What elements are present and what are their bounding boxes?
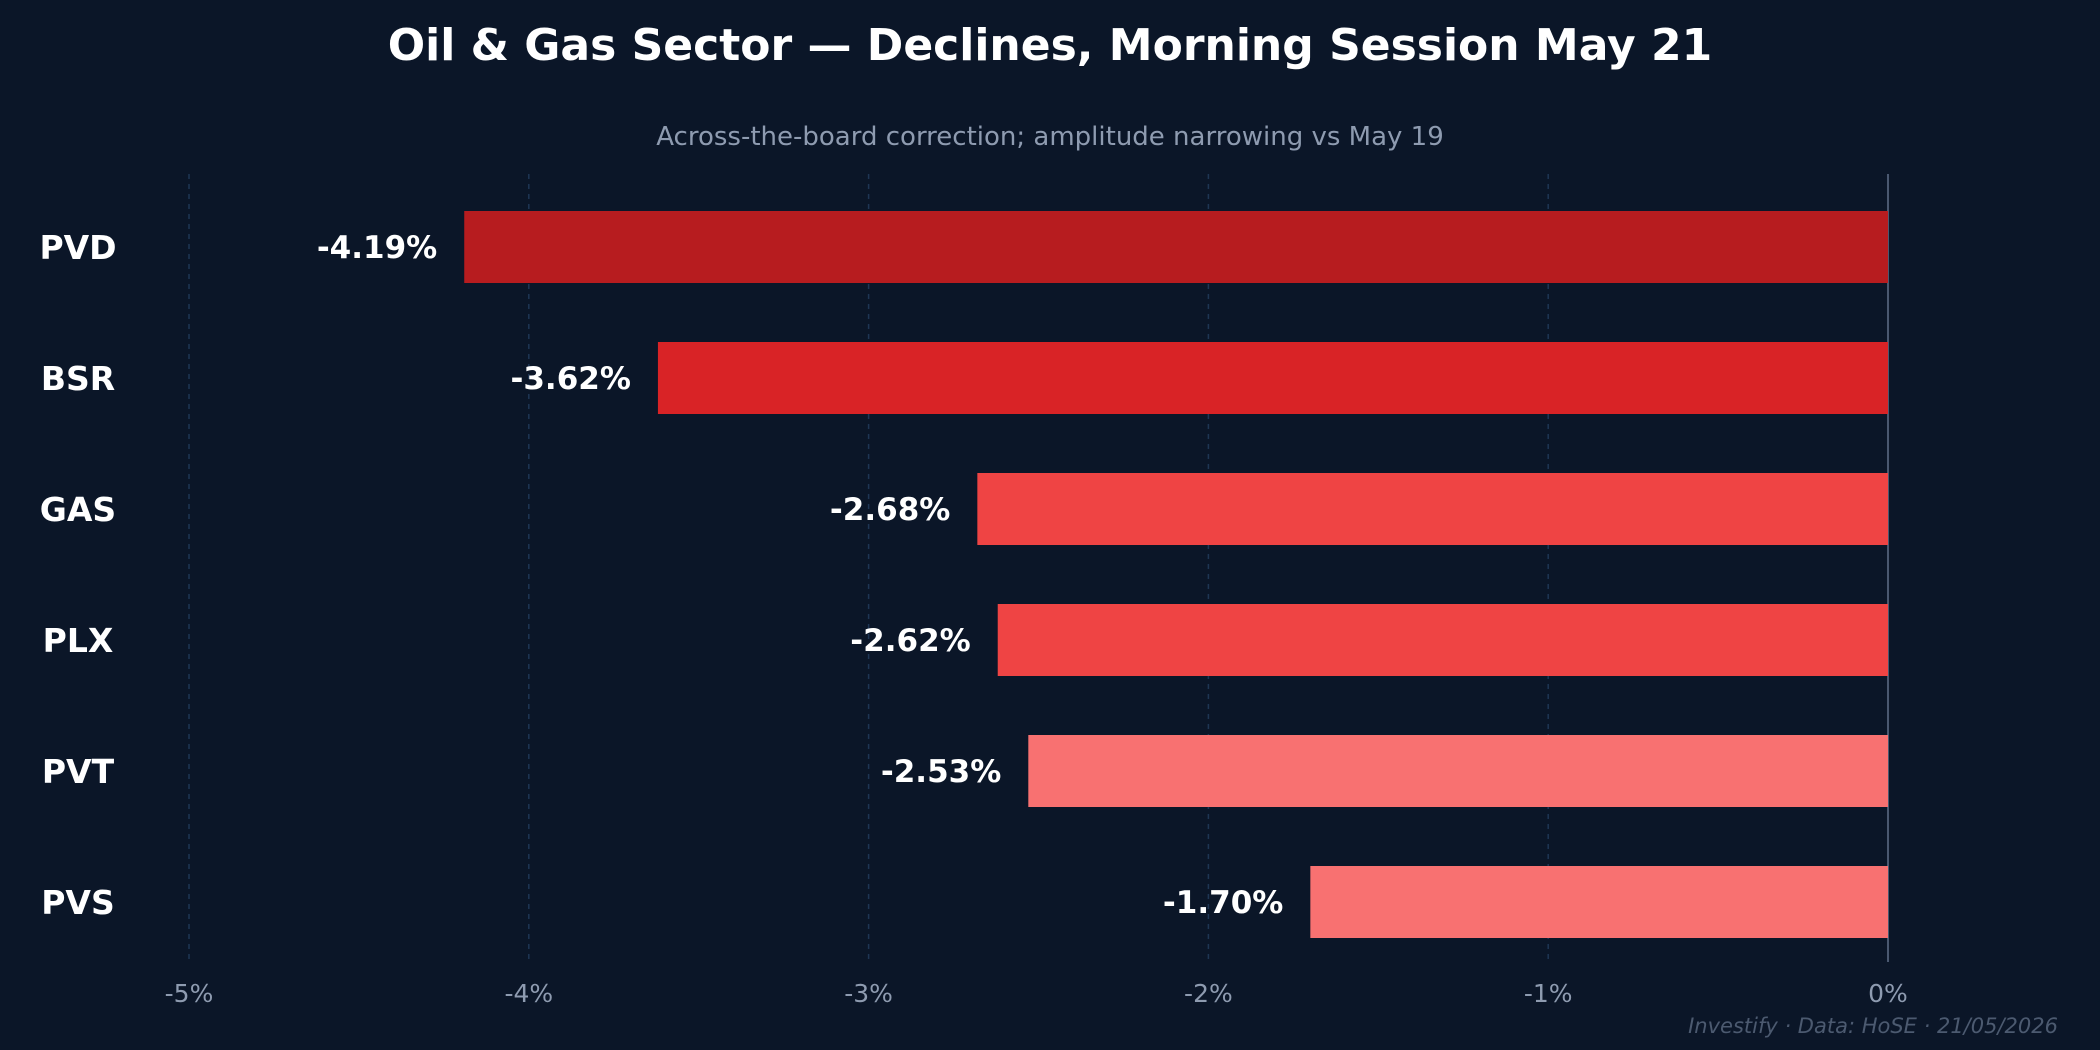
bars [464, 211, 1888, 938]
value-label: -3.62% [511, 361, 631, 397]
grid-lines [188, 174, 1889, 962]
category-label: PVD [39, 228, 116, 267]
chart-subtitle: Across-the-board correction; amplitude n… [656, 122, 1444, 152]
category-label: PLX [43, 621, 114, 660]
x-tick-label: -4% [504, 979, 553, 1008]
category-label: GAS [40, 490, 116, 529]
x-tick-label: -3% [844, 979, 893, 1008]
labels: -5% -4% -3% -2% -1% 0% PVD -4.19% BSR -3.62% GAS -2… [39, 228, 1907, 1008]
x-tick-label: -5% [165, 979, 214, 1008]
category-label: PVS [41, 883, 115, 922]
value-label: -2.62% [850, 623, 970, 659]
value-label: -2.68% [830, 492, 950, 528]
category-label: BSR [41, 359, 115, 398]
category-label: PVT [42, 752, 115, 791]
value-label: -4.19% [317, 230, 437, 266]
bar-pvt [1028, 735, 1888, 807]
bar-bsr [657, 342, 1888, 414]
bar-pvs [1310, 866, 1888, 938]
bar-gas [977, 473, 1888, 545]
x-tick-label: -1% [1524, 979, 1573, 1008]
x-tick-label: 0% [1868, 979, 1908, 1008]
value-label: -2.53% [881, 754, 1001, 790]
bar-pvd [464, 211, 1888, 283]
bar-plx [997, 604, 1888, 676]
source-footer: Investify · Data: HoSE · 21/05/2026 [1688, 1014, 2058, 1038]
chart-title: Oil & Gas Sector — Declines, Morning Ses… [387, 20, 1713, 71]
value-label: -1.70% [1163, 885, 1283, 921]
x-tick-label: -2% [1184, 979, 1233, 1008]
